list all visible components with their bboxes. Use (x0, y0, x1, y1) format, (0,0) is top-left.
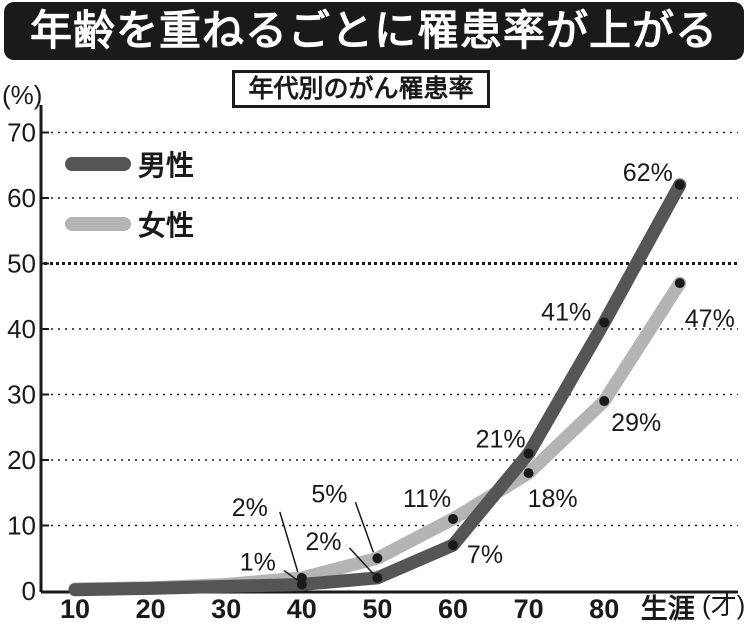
y-axis-unit: (%) (2, 80, 42, 110)
data-label-female: 2% (232, 494, 268, 522)
y-tick-label: 50 (7, 249, 36, 279)
x-tick-label: 60 (438, 594, 468, 624)
x-tick-labels: 10 20 30 40 50 60 70 80 生涯 (60, 594, 695, 624)
data-point-female (599, 396, 610, 407)
data-point-male (599, 317, 610, 328)
x-tick-label: 50 (362, 594, 392, 624)
data-point-male (372, 572, 383, 583)
series-line-female (68, 276, 687, 596)
x-tick-label: 10 (60, 594, 90, 624)
x-tick-label: 80 (589, 594, 619, 624)
data-label-female: 11% (403, 485, 451, 513)
y-tick-label: 30 (7, 380, 36, 410)
x-tick-label: 30 (211, 594, 241, 624)
data-label-female: 47% (685, 305, 735, 333)
label-leaders (279, 501, 375, 582)
gridlines (41, 131, 738, 527)
data-point-male (448, 540, 458, 551)
data-points (296, 179, 685, 590)
y-tick-label: 0 (22, 576, 36, 606)
legend-label-female: 女性 (138, 209, 194, 242)
label-leader (283, 569, 299, 582)
label-leader (279, 511, 299, 573)
data-label-male: 21% (476, 425, 526, 453)
y-tick-labels: 0 10 20 30 40 50 60 70 (7, 118, 36, 607)
data-labels: 1% 2% 7% 21% 41% 62% 2% 5% 11% 18% 29% 47% (232, 159, 735, 577)
x-tick-label: 生涯 (641, 594, 695, 624)
x-axis-unit: (才) (702, 590, 745, 620)
x-tick-label: 20 (136, 594, 166, 624)
x-tick-label: 40 (287, 594, 317, 624)
label-leader (348, 547, 374, 575)
data-label-female: 18% (528, 485, 578, 513)
data-label-male: 2% (305, 528, 341, 556)
y-tick-label: 60 (7, 183, 36, 213)
legend-label-male: 男性 (138, 149, 194, 182)
data-label-male: 62% (623, 159, 673, 187)
data-label-male: 7% (467, 541, 503, 569)
y-tick-label: 40 (7, 314, 36, 344)
data-point-female (523, 468, 534, 479)
data-point-male (296, 579, 307, 590)
data-point-male (523, 448, 534, 459)
data-point-male (674, 179, 685, 190)
chart-title: 年代別のがん罹患率 (232, 70, 490, 108)
x-tick-label: 70 (514, 594, 544, 624)
data-point-female (448, 513, 458, 524)
banner-title: 年齢を重ねるごとに罹患率が上がる (4, 2, 744, 60)
data-label-female: 5% (311, 480, 347, 508)
data-point-female (372, 553, 383, 564)
series-lines (68, 178, 687, 597)
y-tick-label: 20 (7, 445, 36, 475)
data-label-male: 41% (541, 298, 591, 326)
series-line-male (68, 178, 687, 597)
data-point-female (674, 278, 685, 289)
y-tick-label: 10 (7, 511, 36, 541)
label-leader (354, 501, 375, 553)
data-label-female: 29% (611, 409, 661, 437)
y-tick-label: 70 (7, 118, 36, 148)
data-label-male: 1% (240, 548, 276, 576)
